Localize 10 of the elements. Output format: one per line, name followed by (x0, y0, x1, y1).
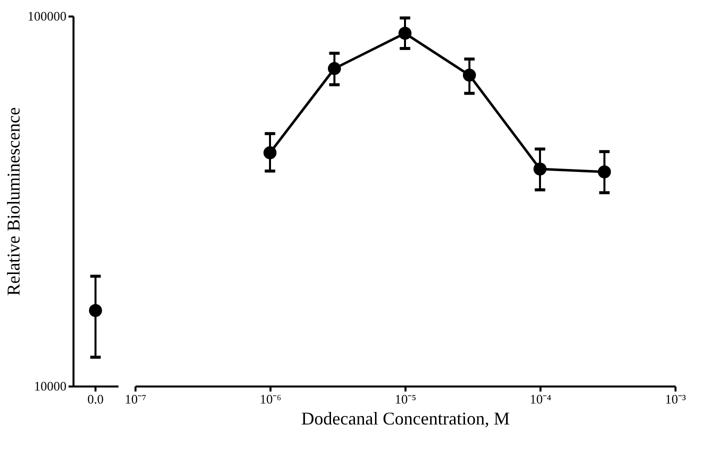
x-tick-label: 10⁻⁷ (124, 392, 146, 406)
x-axis-title: Dodecanal Concentration, M (301, 408, 510, 428)
y-tick-label: 100000 (28, 8, 66, 24)
x-tick-label: 10⁻⁴ (530, 392, 552, 406)
x-tick-label: 0.0 (87, 392, 104, 406)
y-axis-title: Relative Bioluminescence (4, 107, 24, 296)
x-tick-label: 10⁻⁶ (260, 392, 282, 406)
y-tick-label: 10000 (34, 378, 66, 394)
x-tick-label: 10⁻³ (665, 392, 686, 406)
x-tick-label: 10⁻⁵ (394, 392, 416, 406)
